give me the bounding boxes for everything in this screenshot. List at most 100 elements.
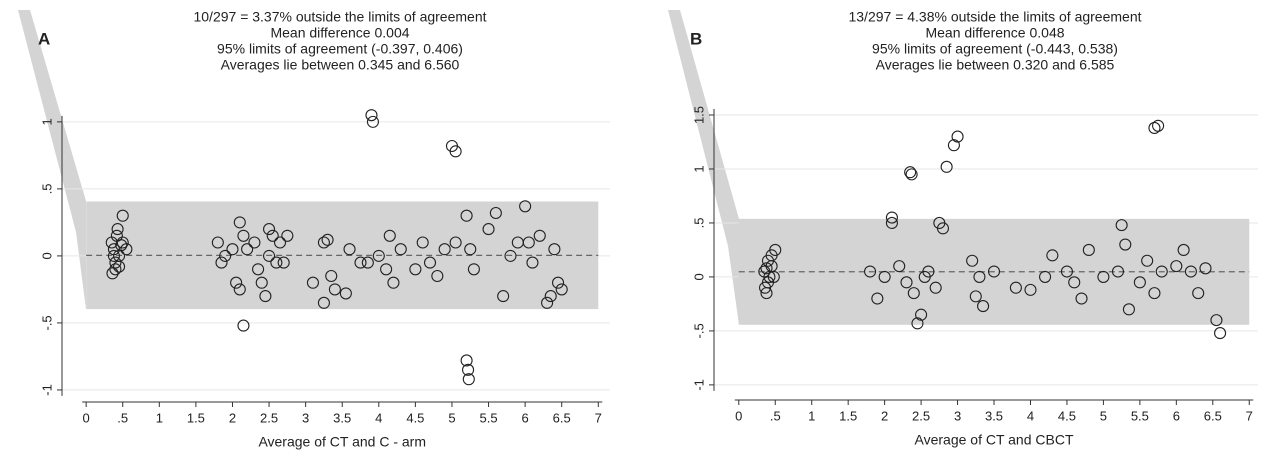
- point: [893, 260, 906, 273]
- x-tick-label: 1.5: [187, 410, 205, 425]
- x-axis-label: Average of CT and CBCT: [915, 432, 1074, 448]
- point: [241, 243, 254, 256]
- x-tick-label: 2.5: [912, 408, 930, 423]
- x-tick-label: 5: [1100, 408, 1107, 423]
- point: [277, 256, 290, 269]
- annotation: 95% limits of agreement (-0.443, 0.538): [872, 41, 1118, 57]
- point: [519, 200, 532, 213]
- point: [383, 229, 396, 242]
- point: [767, 270, 780, 283]
- point: [885, 211, 898, 224]
- x-tick-label: 6: [1173, 408, 1180, 423]
- point: [460, 354, 473, 367]
- annotation: Mean difference 0.004: [270, 25, 409, 41]
- x-tick-label: 6.5: [553, 410, 571, 425]
- y-tick-label: 1: [691, 165, 706, 172]
- point: [1075, 292, 1088, 305]
- point: [966, 254, 979, 267]
- point: [230, 276, 243, 289]
- point: [1170, 260, 1183, 273]
- point: [497, 290, 510, 303]
- point: [758, 281, 772, 294]
- point: [1111, 265, 1125, 278]
- point: [871, 292, 884, 305]
- point: [233, 283, 246, 296]
- point: [1152, 119, 1165, 132]
- x-tick-label: 1: [156, 410, 163, 425]
- point: [1039, 270, 1052, 283]
- point: [1177, 243, 1190, 256]
- point: [541, 296, 554, 309]
- point: [1024, 283, 1037, 296]
- point: [1210, 314, 1223, 327]
- point: [343, 243, 356, 256]
- x-tick-label: 6.5: [1204, 408, 1222, 423]
- panel-label: B: [690, 29, 702, 48]
- y-tick-label: 0: [39, 252, 54, 259]
- point: [464, 243, 477, 256]
- y-tick-label: .5: [691, 218, 706, 229]
- point: [911, 317, 924, 330]
- point: [211, 236, 224, 249]
- point: [107, 249, 120, 262]
- point: [977, 300, 990, 313]
- point: [526, 256, 539, 269]
- point: [423, 256, 437, 269]
- x-tick-label: 0: [83, 410, 90, 425]
- point: [219, 249, 232, 262]
- point: [321, 233, 334, 246]
- point: [1082, 243, 1095, 256]
- x-tick-label: 5.5: [480, 410, 498, 425]
- x-tick-label: 4.5: [1058, 408, 1076, 423]
- point: [266, 229, 279, 242]
- point: [366, 115, 379, 128]
- point: [885, 216, 898, 230]
- point: [915, 308, 928, 321]
- point: [273, 236, 287, 249]
- point: [317, 236, 330, 249]
- x-tick-label: 3: [954, 408, 961, 423]
- point: [387, 276, 400, 289]
- point: [1214, 327, 1227, 340]
- x-tick-label: 4: [1027, 408, 1034, 423]
- point: [449, 145, 462, 158]
- annotation: Averages lie between 0.320 and 6.585: [876, 57, 1115, 73]
- point: [113, 260, 126, 273]
- point: [1068, 276, 1081, 289]
- point: [237, 319, 250, 332]
- x-tick-label: 0: [735, 408, 742, 423]
- point: [394, 243, 407, 256]
- annotation: Averages lie between 0.345 and 6.560: [221, 57, 460, 73]
- annotation: 13/297 = 4.38% outside the limits of agr…: [848, 9, 1141, 25]
- point: [1119, 238, 1132, 251]
- y-tick-label: -1: [39, 384, 54, 396]
- point: [306, 276, 320, 289]
- point: [552, 276, 565, 289]
- y-tick-label: .5: [39, 183, 54, 194]
- x-tick-label: 2: [229, 410, 236, 425]
- point: [409, 263, 422, 276]
- x-tick-label: 5.5: [1131, 408, 1149, 423]
- point: [449, 236, 462, 249]
- point: [328, 283, 341, 296]
- point: [438, 243, 451, 256]
- point: [1122, 303, 1135, 316]
- point: [900, 276, 913, 289]
- point: [116, 236, 129, 249]
- x-tick-label: 4.5: [406, 410, 424, 425]
- point: [1199, 262, 1212, 275]
- point: [460, 209, 473, 222]
- y-tick-label: 1: [39, 118, 54, 125]
- point: [904, 166, 917, 179]
- x-tick-label: .5: [117, 410, 128, 425]
- point: [255, 276, 268, 289]
- panel-label: A: [38, 29, 50, 48]
- point: [252, 263, 265, 276]
- x-tick-label: 3.5: [333, 410, 351, 425]
- point: [281, 229, 294, 242]
- point: [263, 223, 276, 236]
- y-tick-label: -1: [691, 379, 706, 391]
- point: [462, 363, 475, 376]
- point: [462, 373, 475, 386]
